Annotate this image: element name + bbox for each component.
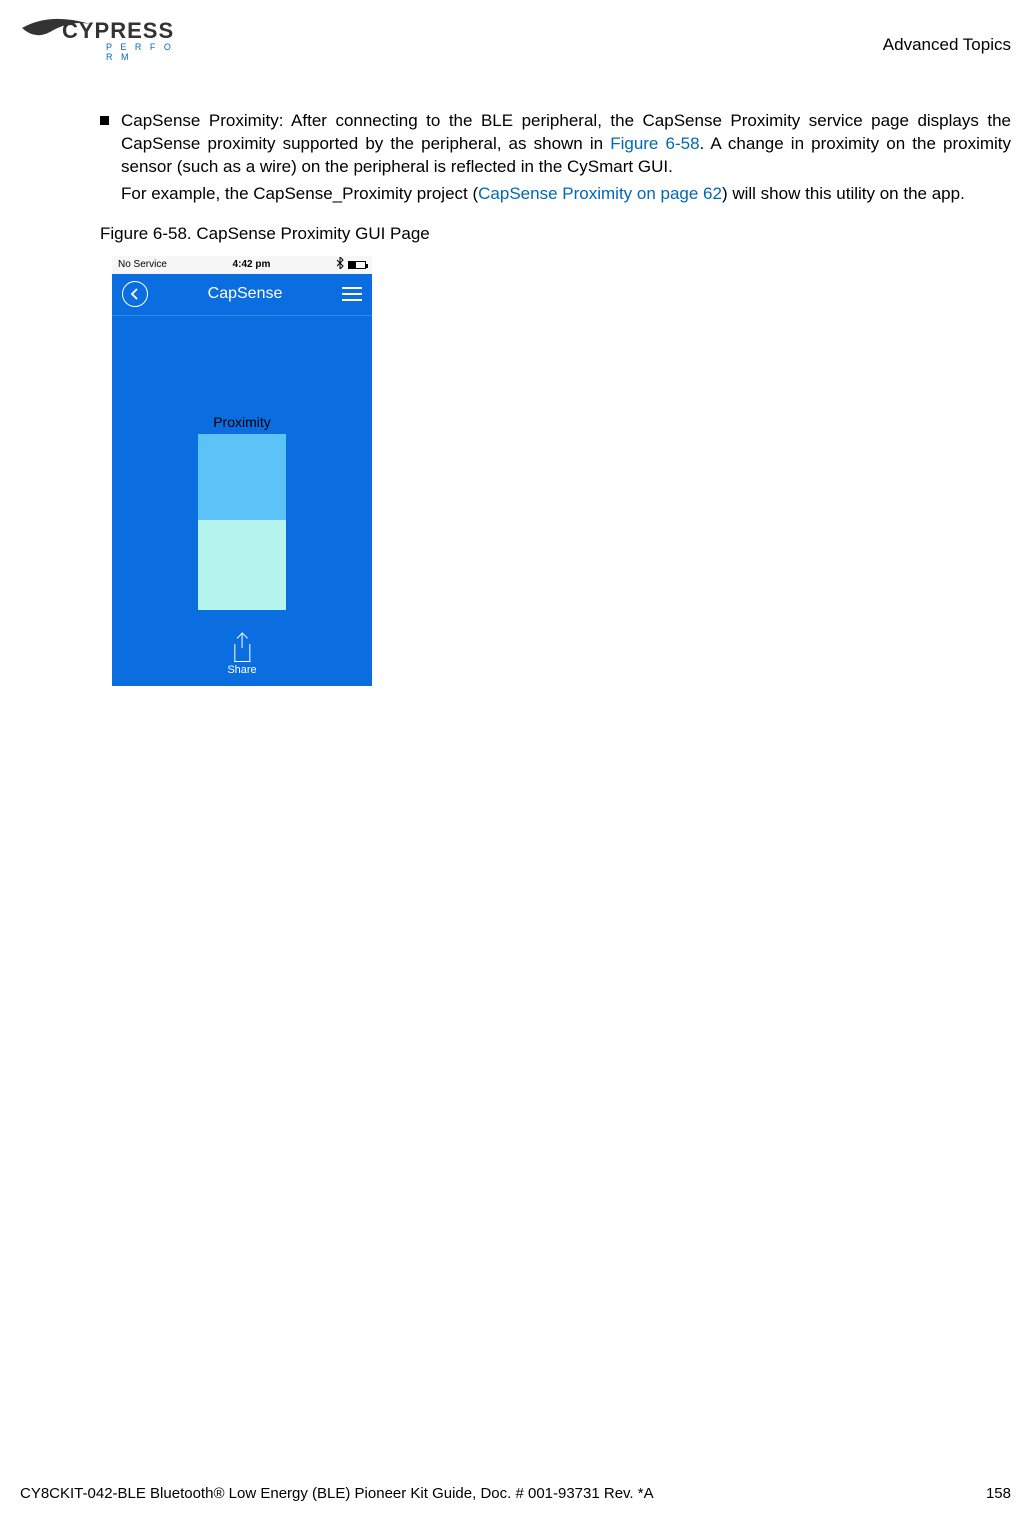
app-navbar: CapSense <box>112 274 372 316</box>
share-label: Share <box>227 664 256 676</box>
phone-mockup: No Service 4:42 pm CapSense Proximity <box>112 256 372 686</box>
para2-post: ) will show this utility on the app. <box>722 184 965 203</box>
phone-body: Proximity Share <box>112 316 372 686</box>
status-carrier: No Service <box>118 259 167 270</box>
example-paragraph: For example, the CapSense_Proximity proj… <box>121 183 1011 206</box>
figure-link[interactable]: Figure 6-58 <box>610 134 699 153</box>
section-title: Advanced Topics <box>883 35 1011 55</box>
proximity-bar-lower <box>198 520 286 610</box>
bullet-icon <box>100 116 109 125</box>
para2-pre: For example, the CapSense_Proximity proj… <box>121 184 478 203</box>
footer-doc: CY8CKIT-042-BLE Bluetooth® Low Energy (B… <box>20 1485 654 1502</box>
main-content: CapSense Proximity: After connecting to … <box>100 110 1011 686</box>
hamburger-icon <box>342 287 362 289</box>
proximity-bar-upper <box>198 434 286 520</box>
bluetooth-icon <box>336 257 344 272</box>
proximity-bar <box>198 434 286 630</box>
logo-text: CYPRESS <box>62 18 174 44</box>
battery-icon <box>348 261 366 269</box>
bullet-item: CapSense Proximity: After connecting to … <box>100 110 1011 179</box>
cypress-logo: CYPRESS P E R F O R M <box>20 10 160 59</box>
status-bar: No Service 4:42 pm <box>112 256 372 274</box>
figure-caption: Figure 6-58. CapSense Proximity GUI Page <box>100 224 1011 244</box>
status-time: 4:42 pm <box>233 259 271 270</box>
chevron-left-icon <box>130 288 140 300</box>
navbar-title: CapSense <box>208 285 283 303</box>
back-button[interactable] <box>122 281 148 307</box>
share-button[interactable]: Share <box>227 644 256 676</box>
bullet-paragraph: CapSense Proximity: After connecting to … <box>121 110 1011 179</box>
logo-subtext: P E R F O R M <box>106 42 174 62</box>
share-icon <box>234 644 250 662</box>
page-header: CYPRESS P E R F O R M Advanced Topics <box>20 10 1011 70</box>
page-footer: CY8CKIT-042-BLE Bluetooth® Low Energy (B… <box>20 1485 1011 1502</box>
proximity-label: Proximity <box>213 414 271 430</box>
menu-button[interactable] <box>342 287 362 301</box>
footer-page: 158 <box>986 1485 1011 1502</box>
crossref-link[interactable]: CapSense Proximity on page 62 <box>478 184 722 203</box>
status-right <box>336 257 366 272</box>
